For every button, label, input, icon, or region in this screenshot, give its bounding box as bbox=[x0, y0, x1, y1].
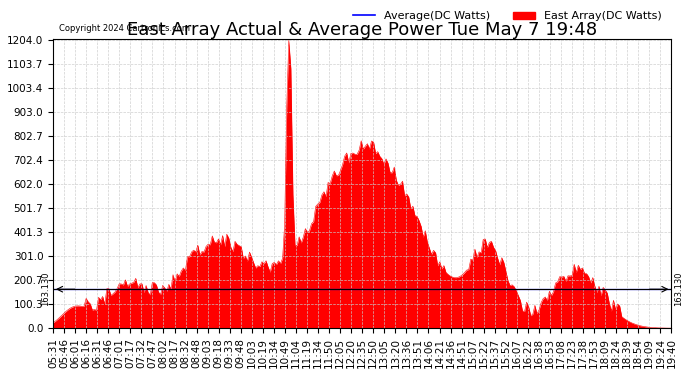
Text: 163.130: 163.130 bbox=[674, 272, 684, 306]
Legend: Average(DC Watts), East Array(DC Watts): Average(DC Watts), East Array(DC Watts) bbox=[348, 7, 666, 26]
Text: Copyright 2024 Cartronics.com: Copyright 2024 Cartronics.com bbox=[59, 24, 190, 33]
Text: 163.130: 163.130 bbox=[41, 272, 50, 306]
Title: East Array Actual & Average Power Tue May 7 19:48: East Array Actual & Average Power Tue Ma… bbox=[127, 21, 598, 39]
